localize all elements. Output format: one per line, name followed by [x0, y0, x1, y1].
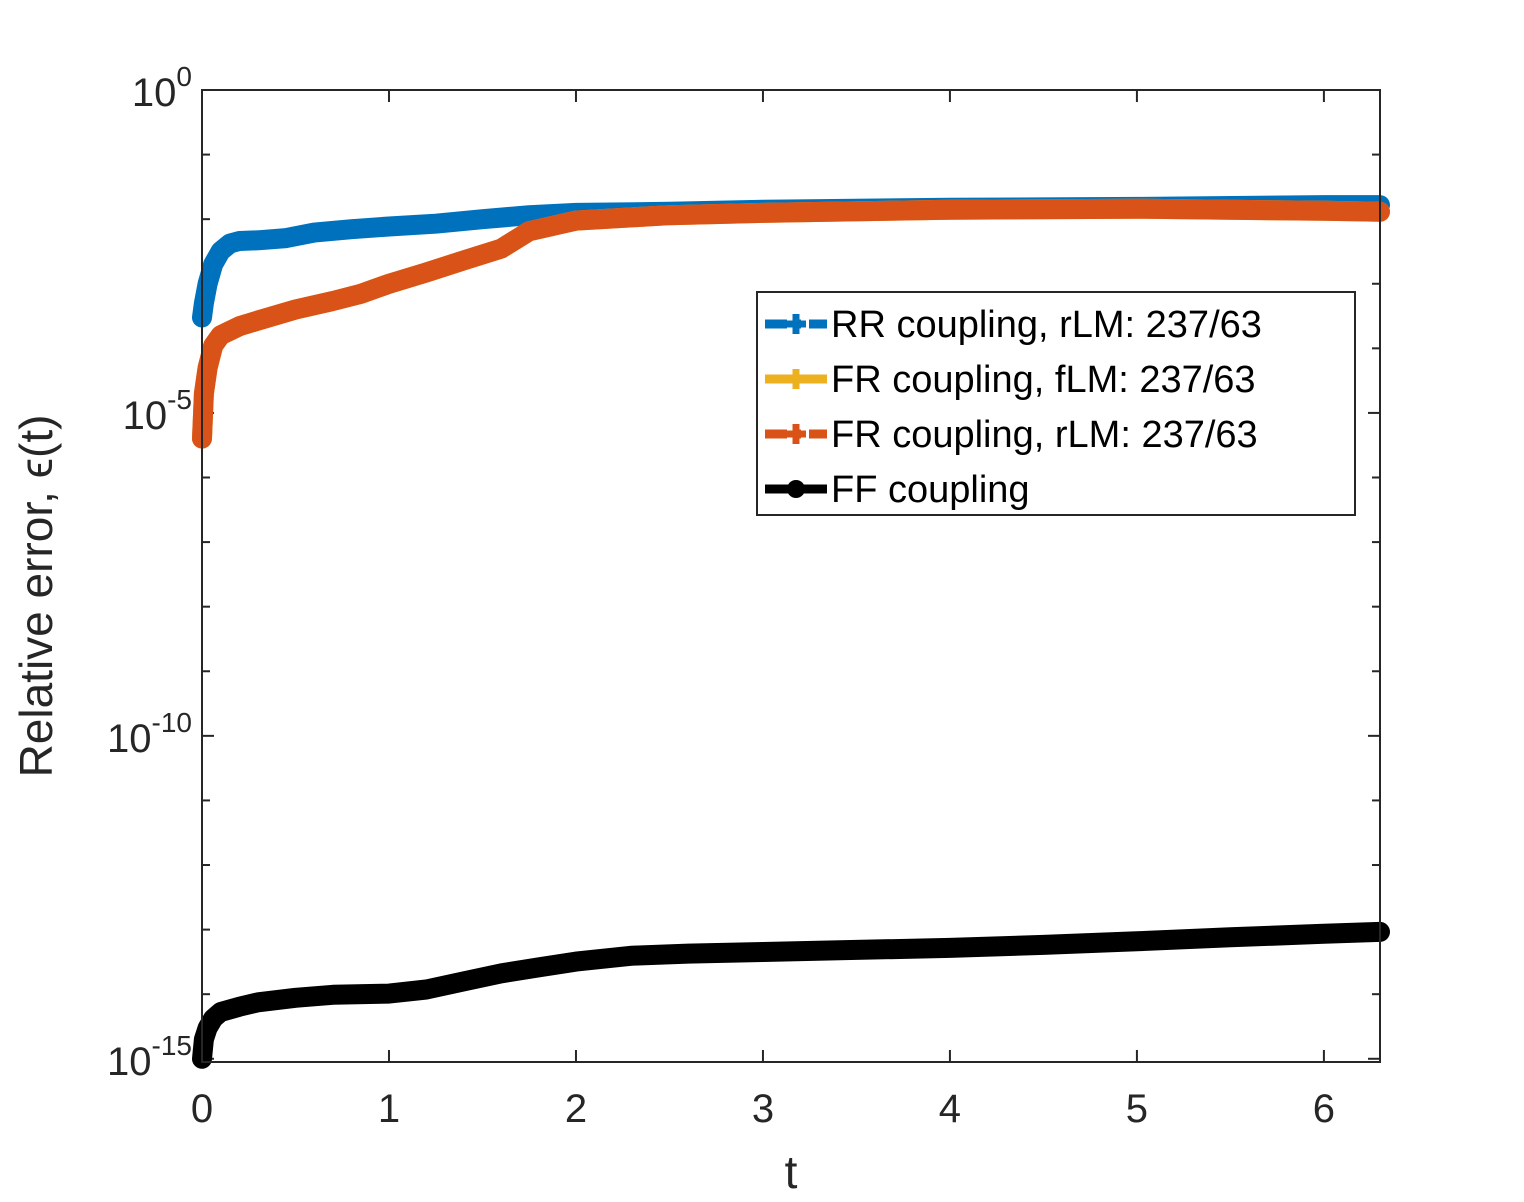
data-point	[530, 959, 547, 976]
data-point	[1222, 929, 1239, 946]
y-tick-label: 10-5	[123, 384, 192, 438]
y-tick-label: 100	[132, 61, 192, 115]
data-point	[342, 220, 361, 239]
legend-label: FF coupling	[831, 469, 1030, 511]
y-tick-exponent: -10	[152, 707, 192, 738]
data-point	[194, 384, 213, 403]
data-point	[1314, 201, 1333, 220]
data-point	[426, 214, 445, 233]
data-point	[286, 300, 305, 319]
data-point	[379, 274, 398, 293]
legend-entry[interactable]: FR coupling, fLM: 237/63	[765, 359, 1256, 401]
y-tick-label: 10-15	[107, 1030, 192, 1084]
data-point	[249, 311, 268, 330]
data-point	[473, 210, 492, 229]
legend-box	[756, 291, 1356, 516]
data-point	[680, 945, 697, 962]
data-point	[624, 947, 641, 964]
data-point	[455, 973, 472, 990]
data-point	[379, 217, 398, 236]
data-point	[1127, 199, 1146, 218]
data-point	[754, 943, 771, 960]
data-point	[204, 336, 223, 355]
x-axis-title: t	[785, 1146, 798, 1198]
data-point	[231, 998, 248, 1015]
legend-label: FR coupling, fLM: 237/63	[831, 359, 1256, 401]
data-point	[941, 939, 958, 956]
x-tick-label: 3	[752, 1087, 774, 1131]
data-point	[753, 203, 772, 222]
legend-marker	[786, 424, 806, 444]
x-tick-label: 2	[565, 1087, 587, 1131]
y-tick-base: 10	[132, 71, 177, 115]
legend[interactable]: RR coupling, rLM: 237/63 FR coupling, fLM…	[756, 291, 1356, 516]
y-tick-base: 10	[107, 717, 152, 761]
y-tick-base: 10	[123, 394, 168, 438]
y-axis-title: Relative error, ϵ(t)	[10, 415, 62, 778]
y-tick-exponent: -15	[152, 1030, 192, 1061]
data-point	[230, 317, 249, 336]
legend-label: FR coupling, rLM: 237/63	[831, 414, 1258, 456]
data-point	[277, 229, 296, 248]
data-point	[324, 986, 341, 1003]
data-point	[211, 326, 230, 345]
data-point	[194, 294, 213, 313]
data-point	[230, 231, 249, 250]
series-layer	[192, 195, 1390, 1069]
data-point	[417, 263, 436, 282]
legend-marker	[786, 369, 806, 389]
data-point	[566, 211, 585, 230]
data-point	[940, 200, 959, 219]
x-tick-label: 6	[1313, 1087, 1335, 1131]
y-tick-exponent: 0	[176, 61, 192, 92]
legend-entry[interactable]: FF coupling	[765, 469, 1030, 511]
data-point	[380, 985, 397, 1002]
data-point	[250, 994, 267, 1011]
data-point	[848, 941, 865, 958]
legend-marker	[787, 480, 805, 498]
data-point	[418, 981, 435, 998]
y-tick-label: 10-10	[107, 707, 192, 761]
y-tick-exponent: -5	[167, 384, 192, 415]
x-tick-label: 5	[1126, 1087, 1148, 1131]
x-tick-label: 4	[939, 1087, 961, 1131]
data-point	[212, 1003, 229, 1020]
legend-label: RR coupling, rLM: 237/63	[831, 304, 1262, 346]
data-point	[567, 953, 584, 970]
data-point	[492, 239, 511, 258]
axes-box	[201, 89, 1381, 1063]
data-point	[305, 223, 324, 242]
legend-entry[interactable]: FR coupling, rLM: 237/63	[765, 414, 1258, 456]
data-point	[323, 292, 342, 311]
x-tick-label: 0	[191, 1087, 213, 1131]
data-point	[204, 255, 223, 274]
data-point	[351, 284, 370, 303]
data-point	[1035, 936, 1052, 953]
data-point	[287, 989, 304, 1006]
data-point	[493, 965, 510, 982]
series-line	[192, 198, 1390, 449]
data-point	[454, 251, 473, 270]
legend-marker	[786, 314, 806, 334]
y-tick-base: 10	[107, 1040, 152, 1084]
data-point	[1315, 925, 1332, 942]
data-point	[520, 222, 539, 241]
data-point	[249, 231, 268, 250]
data-point	[211, 242, 230, 261]
data-point	[1128, 933, 1145, 950]
data-point	[660, 206, 679, 225]
legend-entry[interactable]: RR coupling, rLM: 237/63	[765, 304, 1262, 346]
x-tick-label: 1	[378, 1087, 400, 1131]
